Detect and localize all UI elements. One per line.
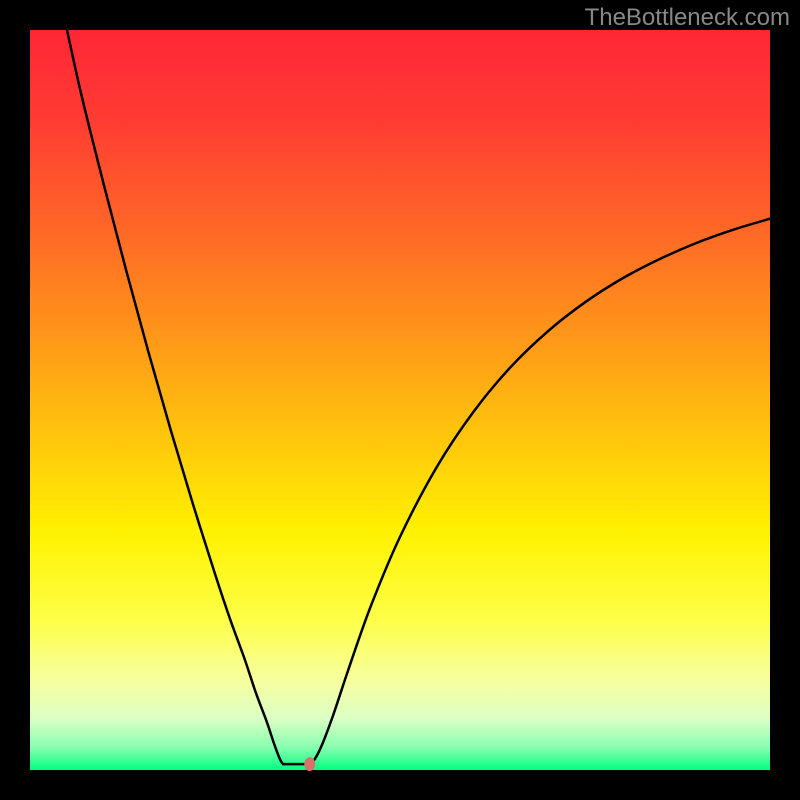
- chart-svg: [0, 0, 800, 800]
- bottleneck-chart: TheBottleneck.com: [0, 0, 800, 800]
- watermark-text: TheBottleneck.com: [585, 4, 790, 32]
